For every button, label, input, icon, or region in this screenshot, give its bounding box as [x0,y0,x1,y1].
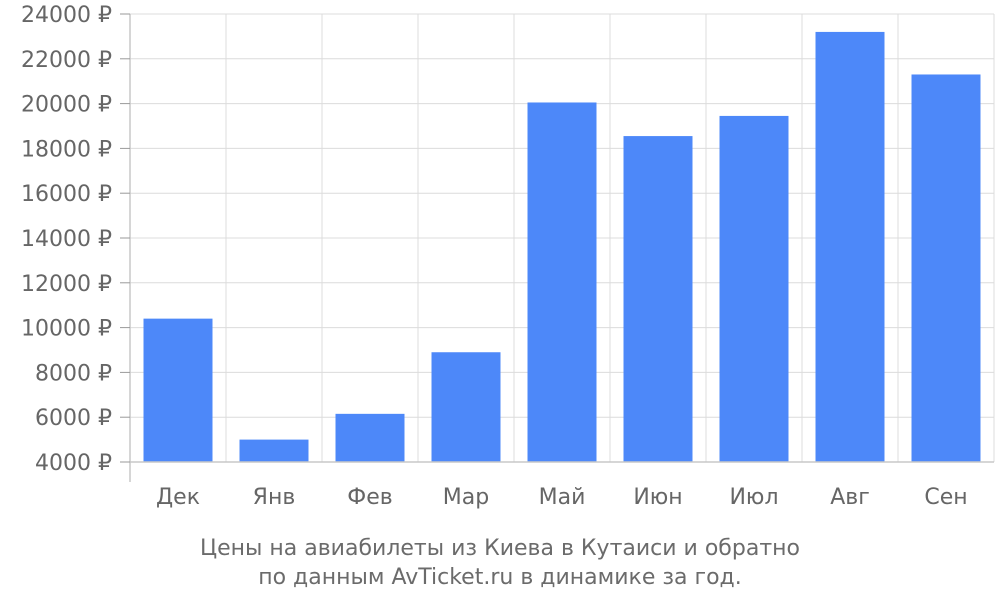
y-tick-label: 20000 ₽ [21,93,112,118]
bars [143,31,981,463]
x-tick-label: Янв [253,485,296,510]
y-tick-label: 18000 ₽ [21,137,112,162]
y-tick-label: 6000 ₽ [35,406,112,431]
y-tick-label: 8000 ₽ [35,361,112,386]
bar [815,31,885,462]
caption-line-1: Цены на авиабилеты из Киева в Кутаиси и … [200,536,800,561]
x-axis-ticks: Дек Янв Фев Мар Май Июн Июл Авг Сен [156,485,968,510]
y-tick-label: 12000 ₽ [21,272,112,297]
bar [335,413,405,462]
bar [623,136,693,462]
y-tick-label: 22000 ₽ [21,48,112,73]
bar [239,439,309,462]
bar [527,102,597,462]
y-tick-label: 14000 ₽ [21,227,112,252]
bar [143,318,213,462]
x-tick-label: Июн [633,485,682,510]
bar [431,352,501,462]
x-tick-label: Сен [924,485,967,510]
y-tick-label: 10000 ₽ [21,317,112,342]
y-tick-label: 4000 ₽ [35,451,112,476]
y-tick-label: 24000 ₽ [21,3,112,28]
y-axis-ticks: 4000 ₽ 6000 ₽ 8000 ₽ 10000 ₽ 12000 ₽ 14000 ₽ 1… [21,3,130,476]
x-tick-label: Дек [156,485,200,510]
x-tick-label: Авг [830,485,870,510]
axes [129,14,994,482]
chart-caption: Цены на авиабилеты из Киева в Кутаиси и … [200,536,800,590]
x-tick-label: Мар [443,485,489,510]
bar [911,74,981,462]
x-tick-label: Фев [347,485,392,510]
x-tick-label: Июл [729,485,778,510]
caption-line-2: по данным AvTicket.ru в динамике за год. [258,565,742,590]
x-tick-label: Май [539,485,586,510]
y-tick-label: 16000 ₽ [21,182,112,207]
bar [719,115,789,463]
